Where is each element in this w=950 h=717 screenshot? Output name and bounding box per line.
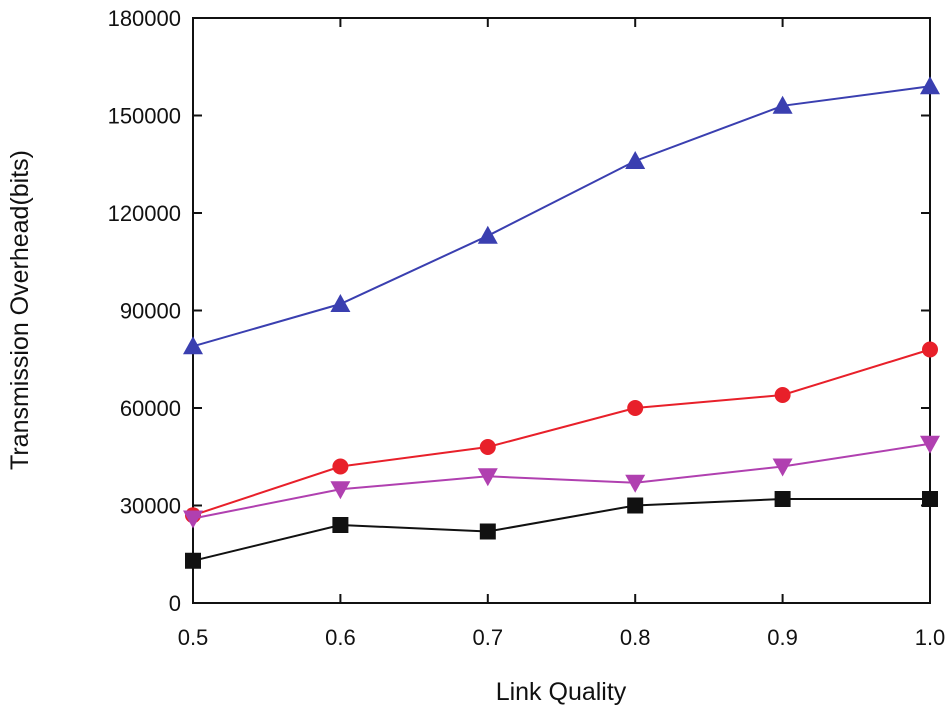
x-axis-label: Link Quality: [496, 678, 627, 706]
data-point-triangle-up: [183, 336, 203, 355]
data-point-triangle-down: [183, 510, 203, 529]
series-2: [185, 341, 938, 524]
data-point-triangle-up: [920, 76, 940, 95]
data-point-triangle-down: [625, 474, 646, 493]
data-point-triangle-up: [330, 294, 351, 312]
data-point-triangle-down: [330, 481, 351, 500]
data-point-circle: [774, 387, 791, 403]
data-point-square: [774, 491, 791, 507]
series-1: [183, 76, 940, 355]
series-3: [183, 435, 940, 529]
y-tick-label: 120000: [108, 201, 181, 226]
x-tick-label: 0.9: [767, 625, 798, 650]
y-tick-label: 0: [169, 591, 181, 616]
y-tick-label: 180000: [108, 6, 181, 31]
plot-frame: [192, 17, 931, 604]
data-point-square: [185, 552, 201, 569]
series-line: [192, 498, 930, 562]
data-point-triangle-up: [625, 151, 646, 169]
x-tick-label: 1.0: [915, 625, 946, 650]
x-axis-ticks: 0.5 0.6 0.7 0.8 0.9 1.0: [178, 18, 946, 650]
data-point-circle: [479, 439, 496, 455]
data-point-circle: [627, 400, 644, 416]
x-tick-label: 0.8: [620, 625, 651, 650]
data-point-square: [922, 491, 938, 507]
x-tick-label: 0.5: [178, 625, 209, 650]
data-point-triangle-down: [920, 435, 940, 454]
data-point-triangle-down: [477, 468, 498, 487]
data-point-circle: [332, 458, 349, 475]
y-tick-label: 90000: [120, 299, 181, 324]
series-line: [192, 348, 931, 517]
data-point-square: [332, 517, 349, 533]
data-point-circle: [922, 341, 938, 358]
series-line: [192, 85, 931, 348]
y-tick-label: 150000: [108, 104, 181, 129]
series-4: [185, 491, 938, 569]
data-point-triangle-up: [477, 225, 498, 244]
data-point-triangle-down: [772, 458, 793, 477]
y-axis-ticks: 0 30000 60000 90000 120000 150000 180000: [108, 6, 930, 616]
y-axis-label: Transmission Overhead(bits): [6, 150, 34, 470]
y-tick-label: 60000: [120, 396, 181, 421]
data-point-triangle-up: [772, 95, 793, 114]
y-tick-label: 30000: [120, 494, 181, 519]
data-point-square: [627, 497, 644, 514]
series-layer: [183, 76, 940, 569]
series-line: [192, 442, 931, 520]
x-tick-label: 0.7: [473, 625, 504, 650]
x-tick-label: 0.6: [325, 625, 356, 650]
data-point-square: [479, 523, 496, 540]
